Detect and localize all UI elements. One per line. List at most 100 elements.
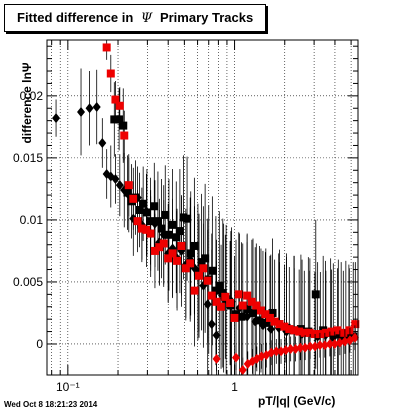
data-point-square <box>247 297 256 306</box>
data-point-square <box>133 217 142 226</box>
data-point-square <box>111 95 120 104</box>
data-point-square <box>142 225 151 234</box>
data-point-diamond <box>52 113 61 124</box>
data-point-square <box>115 115 124 124</box>
y-tick-label: 0.02 <box>20 89 44 103</box>
data-point-square <box>186 249 195 258</box>
data-point-diamond <box>231 352 240 363</box>
data-point-square <box>124 181 133 190</box>
data-point-square <box>268 308 277 317</box>
data-point-square <box>261 318 270 327</box>
data-point-diamond <box>85 103 94 114</box>
data-point-diamond <box>111 173 120 184</box>
x-tick-label: 10⁻¹ <box>56 380 80 394</box>
data-point-square <box>321 328 330 337</box>
data-point-square <box>120 131 129 140</box>
data-point-square <box>333 326 342 335</box>
plot-frame <box>46 39 359 376</box>
data-point-square <box>172 233 181 242</box>
y-tick-label: 0 <box>36 337 43 351</box>
data-point-diamond <box>320 340 329 351</box>
data-point-diamond <box>212 353 221 364</box>
data-point-square <box>290 326 299 335</box>
data-point-square <box>215 281 224 290</box>
title-psi-symbol: Ψ <box>140 11 153 26</box>
data-point-square <box>226 299 235 308</box>
data-point-square <box>275 320 284 329</box>
y-tick-label: 0.015 <box>13 151 43 165</box>
data-point-square <box>295 327 304 336</box>
data-point-square <box>207 291 216 300</box>
data-point-square <box>311 290 320 299</box>
data-point-square <box>255 316 264 325</box>
data-point-diamond <box>77 106 86 117</box>
data-point-square <box>168 249 177 258</box>
chart-title: Fitted difference in Ψ Primary Tracks <box>4 4 267 32</box>
data-point-diamond <box>238 365 247 376</box>
data-point-square <box>173 256 182 265</box>
data-point-diamond <box>115 180 124 191</box>
timestamp-footer: Wed Oct 8 18:21:23 2014 <box>4 400 98 409</box>
data-point-square <box>146 229 155 238</box>
data-point-square <box>201 254 210 263</box>
data-point-square <box>106 69 115 78</box>
data-point-square <box>164 230 173 239</box>
data-point-square <box>177 241 186 250</box>
y-axis-label: difference lnΨ <box>20 62 34 144</box>
data-point-square <box>157 224 166 233</box>
data-point-diamond <box>92 102 101 112</box>
data-point-square <box>115 101 124 110</box>
data-point-diamond <box>286 343 295 354</box>
data-point-diamond <box>98 137 107 148</box>
plot-area <box>47 40 358 375</box>
data-point-square <box>135 205 144 214</box>
data-point-diamond <box>350 332 359 343</box>
data-point-square <box>305 328 314 337</box>
data-point-square <box>190 286 199 295</box>
data-point-square <box>243 291 252 300</box>
data-point-square <box>159 239 168 248</box>
data-point-square <box>238 301 247 310</box>
data-point-square <box>212 297 221 306</box>
data-point-diamond <box>267 347 276 358</box>
data-point-square <box>181 264 190 273</box>
data-point-square <box>123 188 132 197</box>
data-point-square <box>252 301 261 310</box>
data-point-diamond <box>325 338 334 349</box>
data-point-square <box>175 227 184 236</box>
data-point-square <box>261 310 270 319</box>
data-point-square <box>237 312 246 321</box>
data-point-diamond <box>306 341 315 352</box>
data-point-square <box>327 327 336 336</box>
data-point-square <box>351 320 360 329</box>
title-suffix: Primary Tracks <box>159 10 254 25</box>
data-point-square <box>203 276 212 285</box>
data-point-square <box>248 308 257 317</box>
data-point-diamond <box>340 336 349 347</box>
data-point-square <box>270 317 279 326</box>
data-point-square <box>183 214 192 223</box>
data-point-diamond <box>315 340 324 351</box>
data-point-square <box>129 194 138 203</box>
data-point-square <box>153 217 162 226</box>
data-point-square <box>339 328 348 337</box>
data-point-square <box>195 271 204 280</box>
x-axis-label: pT/|q| (GeV/c) <box>258 394 336 408</box>
data-point-square <box>280 322 289 331</box>
data-point-square <box>137 224 146 233</box>
data-point-square <box>150 202 159 211</box>
data-point-square <box>345 326 354 335</box>
data-point-diamond <box>335 337 344 348</box>
y-tick-label: 0.01 <box>20 213 44 227</box>
data-point-diamond <box>272 346 281 357</box>
data-point-square <box>119 121 128 130</box>
data-point-square <box>211 286 220 295</box>
data-point-square <box>161 210 170 219</box>
data-point-square <box>230 313 239 322</box>
data-point-square <box>285 325 294 334</box>
data-point-square <box>234 290 243 299</box>
data-point-square <box>186 259 195 268</box>
data-point-diamond <box>330 338 339 349</box>
